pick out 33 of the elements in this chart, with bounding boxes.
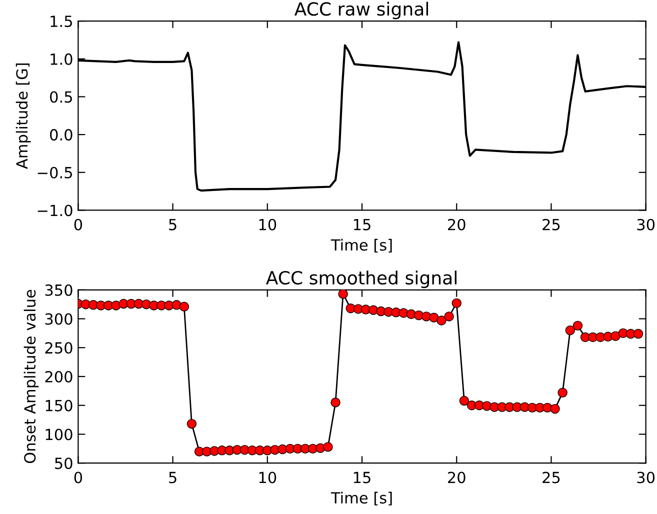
x-tick-label: 10 <box>259 218 276 230</box>
y-tick-label: 150 <box>46 400 72 412</box>
y-axis-title: Amplitude [G] <box>16 64 31 169</box>
y-tick-label: 200 <box>45 370 72 383</box>
x-tick-label: 20 <box>448 218 466 230</box>
x-tick-label: 15 <box>354 219 370 230</box>
chart-title: ACC smoothed signal <box>266 270 456 288</box>
x-tick-label: 25 <box>542 472 560 484</box>
y-tick-label: 0.0 <box>50 129 72 141</box>
y-tick-label: 300 <box>45 313 72 325</box>
y-tick-label: 0.5 <box>50 91 72 103</box>
x-tick-label: 25 <box>542 218 560 230</box>
x-tick-label: 30 <box>637 472 655 484</box>
chart-title: ACC raw signal <box>294 2 428 20</box>
x-tick-label: 15 <box>354 472 370 484</box>
x-tick-label: 5 <box>169 472 176 484</box>
y-tick-label: −0.5 <box>38 166 72 178</box>
x-axis-title: Time [s] <box>330 238 392 253</box>
x-tick-label: 0 <box>74 218 82 230</box>
y-tick-label: 50 <box>55 458 72 470</box>
y-tick-label: 1.0 <box>50 53 72 65</box>
y-tick-label: 350 <box>45 284 72 296</box>
x-tick-label: 5 <box>169 219 176 230</box>
y-tick-label: 1.5 <box>50 16 72 28</box>
x-tick-label: 20 <box>448 472 466 484</box>
x-tick-label: 30 <box>637 218 655 230</box>
y-axis-title: Onset Amplitude value <box>24 290 39 464</box>
x-tick-label: 10 <box>259 472 276 484</box>
x-tick-label: 0 <box>74 472 82 484</box>
y-tick-label: 100 <box>46 428 72 440</box>
y-tick-label: −1.0 <box>38 204 72 216</box>
y-tick-label: 250 <box>45 342 72 354</box>
x-axis-title: Time [s] <box>330 492 392 506</box>
